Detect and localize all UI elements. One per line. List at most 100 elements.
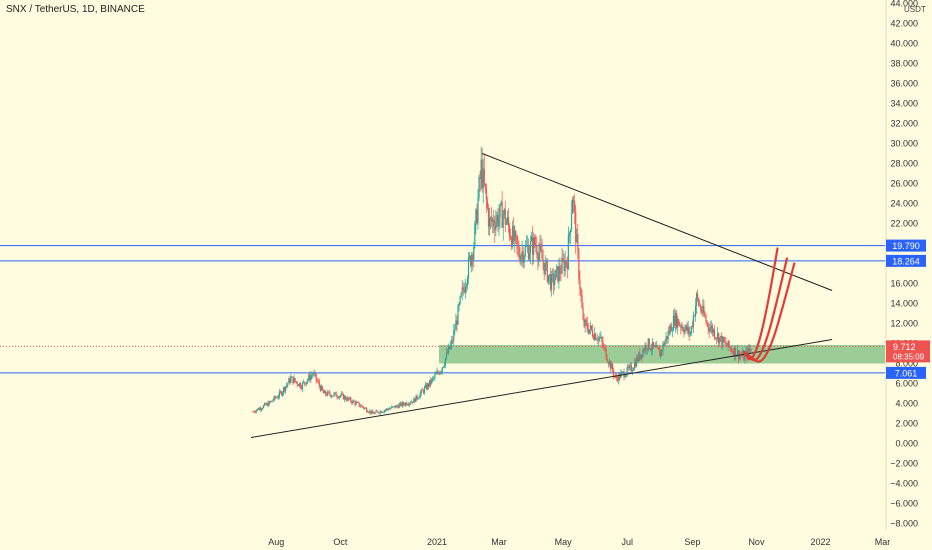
candle-body bbox=[256, 408, 258, 411]
candle-body bbox=[421, 389, 423, 391]
candle-body bbox=[551, 273, 554, 275]
level-label: 19.790 bbox=[892, 241, 920, 251]
candle-body bbox=[299, 383, 301, 388]
candle-body bbox=[348, 397, 350, 400]
candle-body bbox=[435, 373, 437, 375]
candle-body bbox=[544, 261, 546, 274]
candle-body bbox=[502, 214, 504, 228]
candle-body bbox=[630, 365, 633, 372]
candle-body bbox=[506, 217, 509, 222]
candle-body bbox=[636, 357, 638, 367]
candle-body bbox=[336, 396, 338, 398]
y-tick-label: 30.000 bbox=[890, 139, 918, 149]
candle-body bbox=[523, 256, 525, 263]
candle-body bbox=[372, 411, 374, 414]
candle-body bbox=[605, 348, 607, 360]
candle-body bbox=[353, 400, 355, 402]
candle-body bbox=[619, 374, 621, 378]
candle-body bbox=[310, 375, 312, 380]
candle-body bbox=[488, 217, 491, 227]
candle-body bbox=[480, 159, 482, 179]
candle-body bbox=[598, 337, 600, 341]
candle-body bbox=[736, 350, 739, 356]
candle-body bbox=[645, 345, 647, 350]
y-tick-label: 12.000 bbox=[890, 319, 918, 329]
candle-body bbox=[649, 348, 651, 351]
candle-body bbox=[296, 382, 298, 385]
candle-body bbox=[288, 378, 290, 384]
candle-body bbox=[585, 319, 587, 323]
candle-body bbox=[609, 360, 611, 369]
candle-body bbox=[388, 409, 390, 411]
y-tick-label: 40.000 bbox=[890, 39, 918, 49]
candle-body bbox=[586, 322, 588, 330]
candle-body bbox=[339, 395, 341, 397]
candle-body bbox=[395, 405, 397, 408]
candle-body bbox=[259, 408, 262, 410]
candle-body bbox=[570, 213, 573, 231]
candle-body bbox=[329, 392, 331, 395]
y-tick-label: 0.000 bbox=[895, 439, 918, 449]
candle-body bbox=[667, 331, 669, 340]
candle-body bbox=[576, 234, 578, 243]
candle-body bbox=[653, 345, 656, 347]
candle-body bbox=[438, 372, 440, 375]
candle-body bbox=[536, 245, 538, 255]
projection-curve bbox=[749, 262, 796, 363]
candle-body bbox=[260, 408, 263, 410]
candle-body bbox=[465, 285, 468, 288]
candle-body bbox=[478, 177, 480, 199]
candle-body bbox=[675, 313, 678, 328]
candle-body bbox=[459, 296, 461, 304]
candle-body bbox=[610, 363, 613, 369]
candle-body bbox=[706, 321, 708, 324]
candle-body bbox=[280, 392, 283, 395]
candle-body bbox=[408, 404, 410, 406]
candle-body bbox=[677, 319, 679, 328]
candle-body bbox=[294, 378, 296, 382]
candle-body bbox=[702, 305, 704, 313]
candle-body bbox=[426, 383, 429, 390]
candle-body bbox=[511, 238, 513, 247]
candle-body bbox=[274, 396, 276, 399]
candle-body bbox=[628, 366, 630, 369]
candle-body bbox=[661, 350, 663, 352]
candle-body bbox=[643, 349, 645, 352]
x-tick-label: Jul bbox=[621, 537, 633, 547]
candle-body bbox=[571, 199, 574, 214]
candle-body bbox=[555, 269, 557, 280]
candle-body bbox=[344, 396, 347, 400]
candle-body bbox=[584, 319, 586, 327]
candle-body bbox=[515, 231, 517, 236]
candle-body bbox=[323, 390, 326, 394]
candle-body bbox=[368, 412, 370, 413]
candle-body bbox=[512, 226, 514, 247]
candle-body bbox=[479, 177, 481, 179]
candle-body bbox=[350, 397, 352, 402]
candle-body bbox=[281, 392, 284, 395]
candle-body bbox=[701, 310, 703, 313]
x-tick-label: Aug bbox=[268, 537, 284, 547]
candle-body bbox=[476, 209, 478, 224]
candle-body bbox=[556, 266, 558, 270]
candle-body bbox=[641, 354, 643, 357]
candle-body bbox=[364, 407, 367, 409]
candle-body bbox=[370, 410, 372, 414]
candle-body bbox=[566, 263, 568, 270]
candle-body bbox=[640, 354, 642, 359]
candle-body bbox=[688, 327, 690, 335]
candle-body bbox=[626, 366, 628, 375]
candle-body bbox=[521, 251, 523, 256]
candle-body bbox=[481, 159, 483, 189]
candle-body bbox=[343, 396, 346, 400]
candle-body bbox=[393, 406, 395, 407]
projection-curve bbox=[742, 247, 779, 361]
candle-body bbox=[737, 350, 740, 359]
candle-body bbox=[277, 396, 279, 398]
candle-body bbox=[608, 360, 610, 364]
candle-body bbox=[300, 387, 303, 389]
last-price-countdown: 08:35:09 bbox=[893, 352, 925, 361]
candle-body bbox=[747, 347, 749, 358]
candle-body bbox=[282, 387, 285, 393]
